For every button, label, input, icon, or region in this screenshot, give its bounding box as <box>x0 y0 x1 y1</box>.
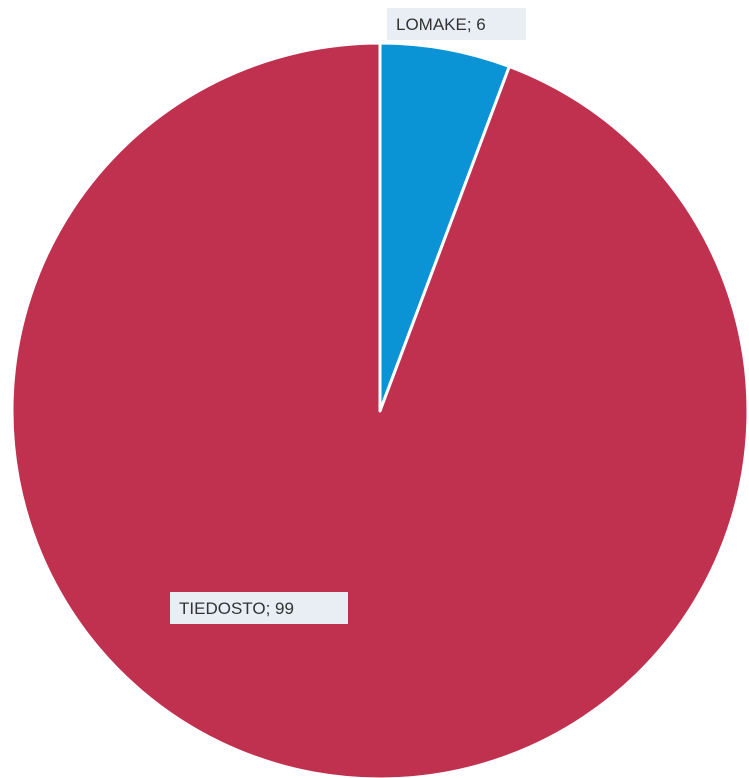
data-label-lomake: LOMAKE; 6 <box>387 8 526 40</box>
data-label-background <box>170 592 348 624</box>
data-label-background <box>387 8 526 40</box>
pie-slice-tiedosto <box>10 41 749 778</box>
pie-slice-lomake <box>378 41 511 413</box>
pie-data-labels: LOMAKE; 6 TIEDOSTO; 99 <box>170 8 526 624</box>
data-label-text: LOMAKE; 6 <box>396 15 486 34</box>
pie-slices <box>10 41 749 778</box>
data-label-tiedosto: TIEDOSTO; 99 <box>170 592 348 624</box>
data-label-text: TIEDOSTO; 99 <box>179 599 294 618</box>
